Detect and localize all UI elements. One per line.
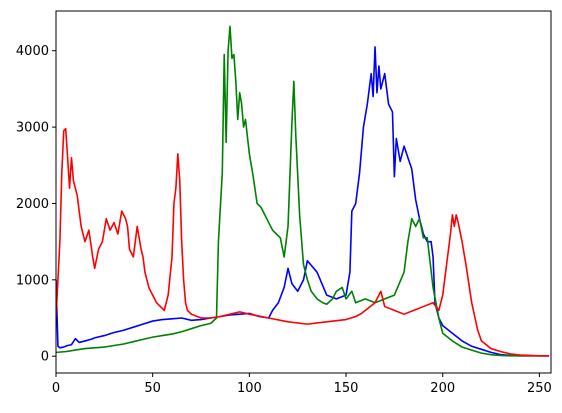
y-tick-label: 3000	[16, 121, 49, 136]
y-tick-label: 2000	[16, 197, 49, 212]
y-tick-label: 1000	[16, 273, 49, 288]
x-axis: 0 50 100 150 200 250	[52, 373, 552, 396]
series-line-1	[56, 46, 550, 357]
y-axis: 0 1000 2000 3000 4000	[16, 44, 56, 365]
x-tick-label: 250	[527, 381, 552, 396]
x-tick-label: 50	[144, 381, 161, 396]
series-line-2	[56, 25, 550, 357]
series-line-3	[56, 127, 550, 357]
x-tick-label: 150	[334, 381, 359, 396]
x-tick-label: 100	[237, 381, 262, 396]
x-tick-label: 200	[430, 381, 455, 396]
x-tick-label: 0	[52, 381, 60, 396]
series-layer	[56, 25, 550, 357]
y-tick-label: 4000	[16, 44, 49, 59]
y-tick-label: 0	[41, 350, 49, 365]
plot-frame	[55, 10, 552, 374]
